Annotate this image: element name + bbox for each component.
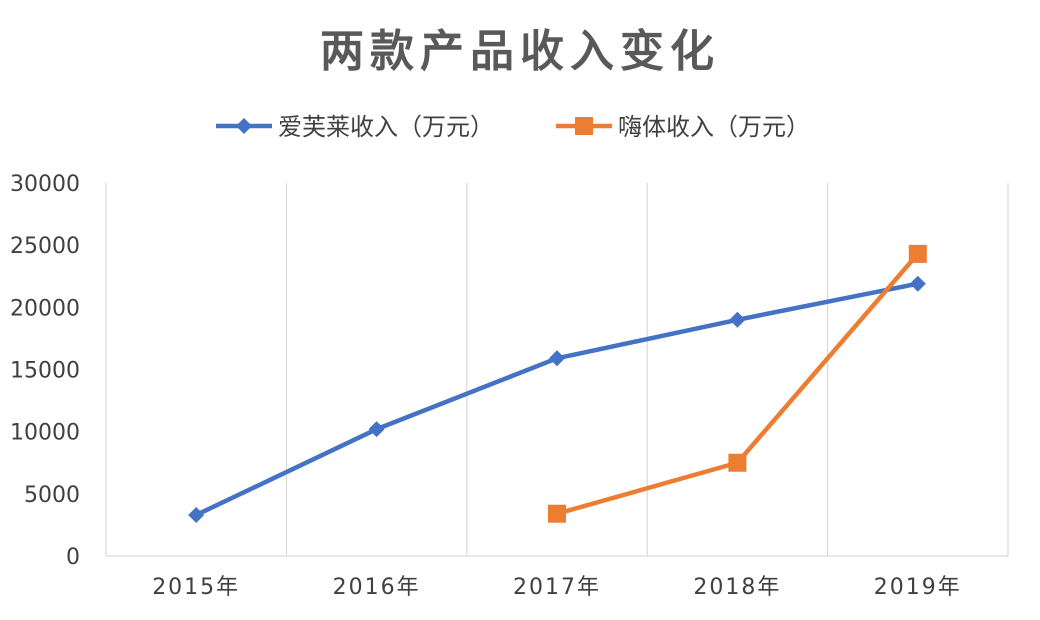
series-1 bbox=[188, 275, 926, 523]
x-tick-label: 2018年 bbox=[693, 575, 781, 600]
y-tick-label: 20000 bbox=[10, 296, 80, 321]
data-point-diamond bbox=[188, 506, 205, 523]
x-tick-label: 2019年 bbox=[874, 575, 962, 600]
series-2 bbox=[548, 244, 927, 523]
y-tick-label: 0 bbox=[66, 545, 80, 570]
data-point-square bbox=[548, 504, 566, 523]
data-point-diamond bbox=[549, 350, 565, 367]
y-axis-ticks: 0 5000 10000 15000 20000 25000 30000 bbox=[10, 172, 80, 570]
data-point-square bbox=[728, 453, 747, 472]
chart-title: 两款产品收入变化 bbox=[320, 26, 720, 77]
y-tick-label: 10000 bbox=[10, 421, 80, 446]
series-group bbox=[188, 244, 927, 523]
legend-item-1: 爱芙莱收入（万元） bbox=[216, 113, 494, 141]
data-point-square bbox=[575, 117, 593, 135]
data-point-diamond bbox=[368, 421, 385, 438]
legend-item-2: 嗨体收入（万元） bbox=[556, 113, 810, 141]
y-tick-label: 5000 bbox=[24, 483, 80, 508]
x-tick-label: 2015年 bbox=[152, 575, 240, 600]
y-tick-label: 15000 bbox=[10, 359, 80, 384]
data-point-square bbox=[908, 244, 927, 263]
x-tick-label: 2017年 bbox=[513, 575, 601, 600]
x-axis-ticks: 2015年 2016年 2017年 2018年 2019年 bbox=[152, 575, 962, 600]
data-point-diamond bbox=[236, 118, 252, 134]
y-tick-label: 25000 bbox=[10, 234, 80, 259]
gridlines bbox=[105, 183, 1009, 557]
series-line bbox=[193, 281, 921, 518]
data-point-diamond bbox=[909, 275, 926, 292]
y-tick-label: 30000 bbox=[10, 172, 80, 197]
data-point-diamond bbox=[729, 311, 746, 328]
legend-label: 爱芙莱收入（万元） bbox=[278, 113, 494, 141]
x-tick-label: 2016年 bbox=[333, 575, 421, 600]
legend-label: 嗨体收入（万元） bbox=[618, 113, 810, 141]
legend: 爱芙莱收入（万元） 嗨体收入（万元） bbox=[216, 113, 810, 141]
